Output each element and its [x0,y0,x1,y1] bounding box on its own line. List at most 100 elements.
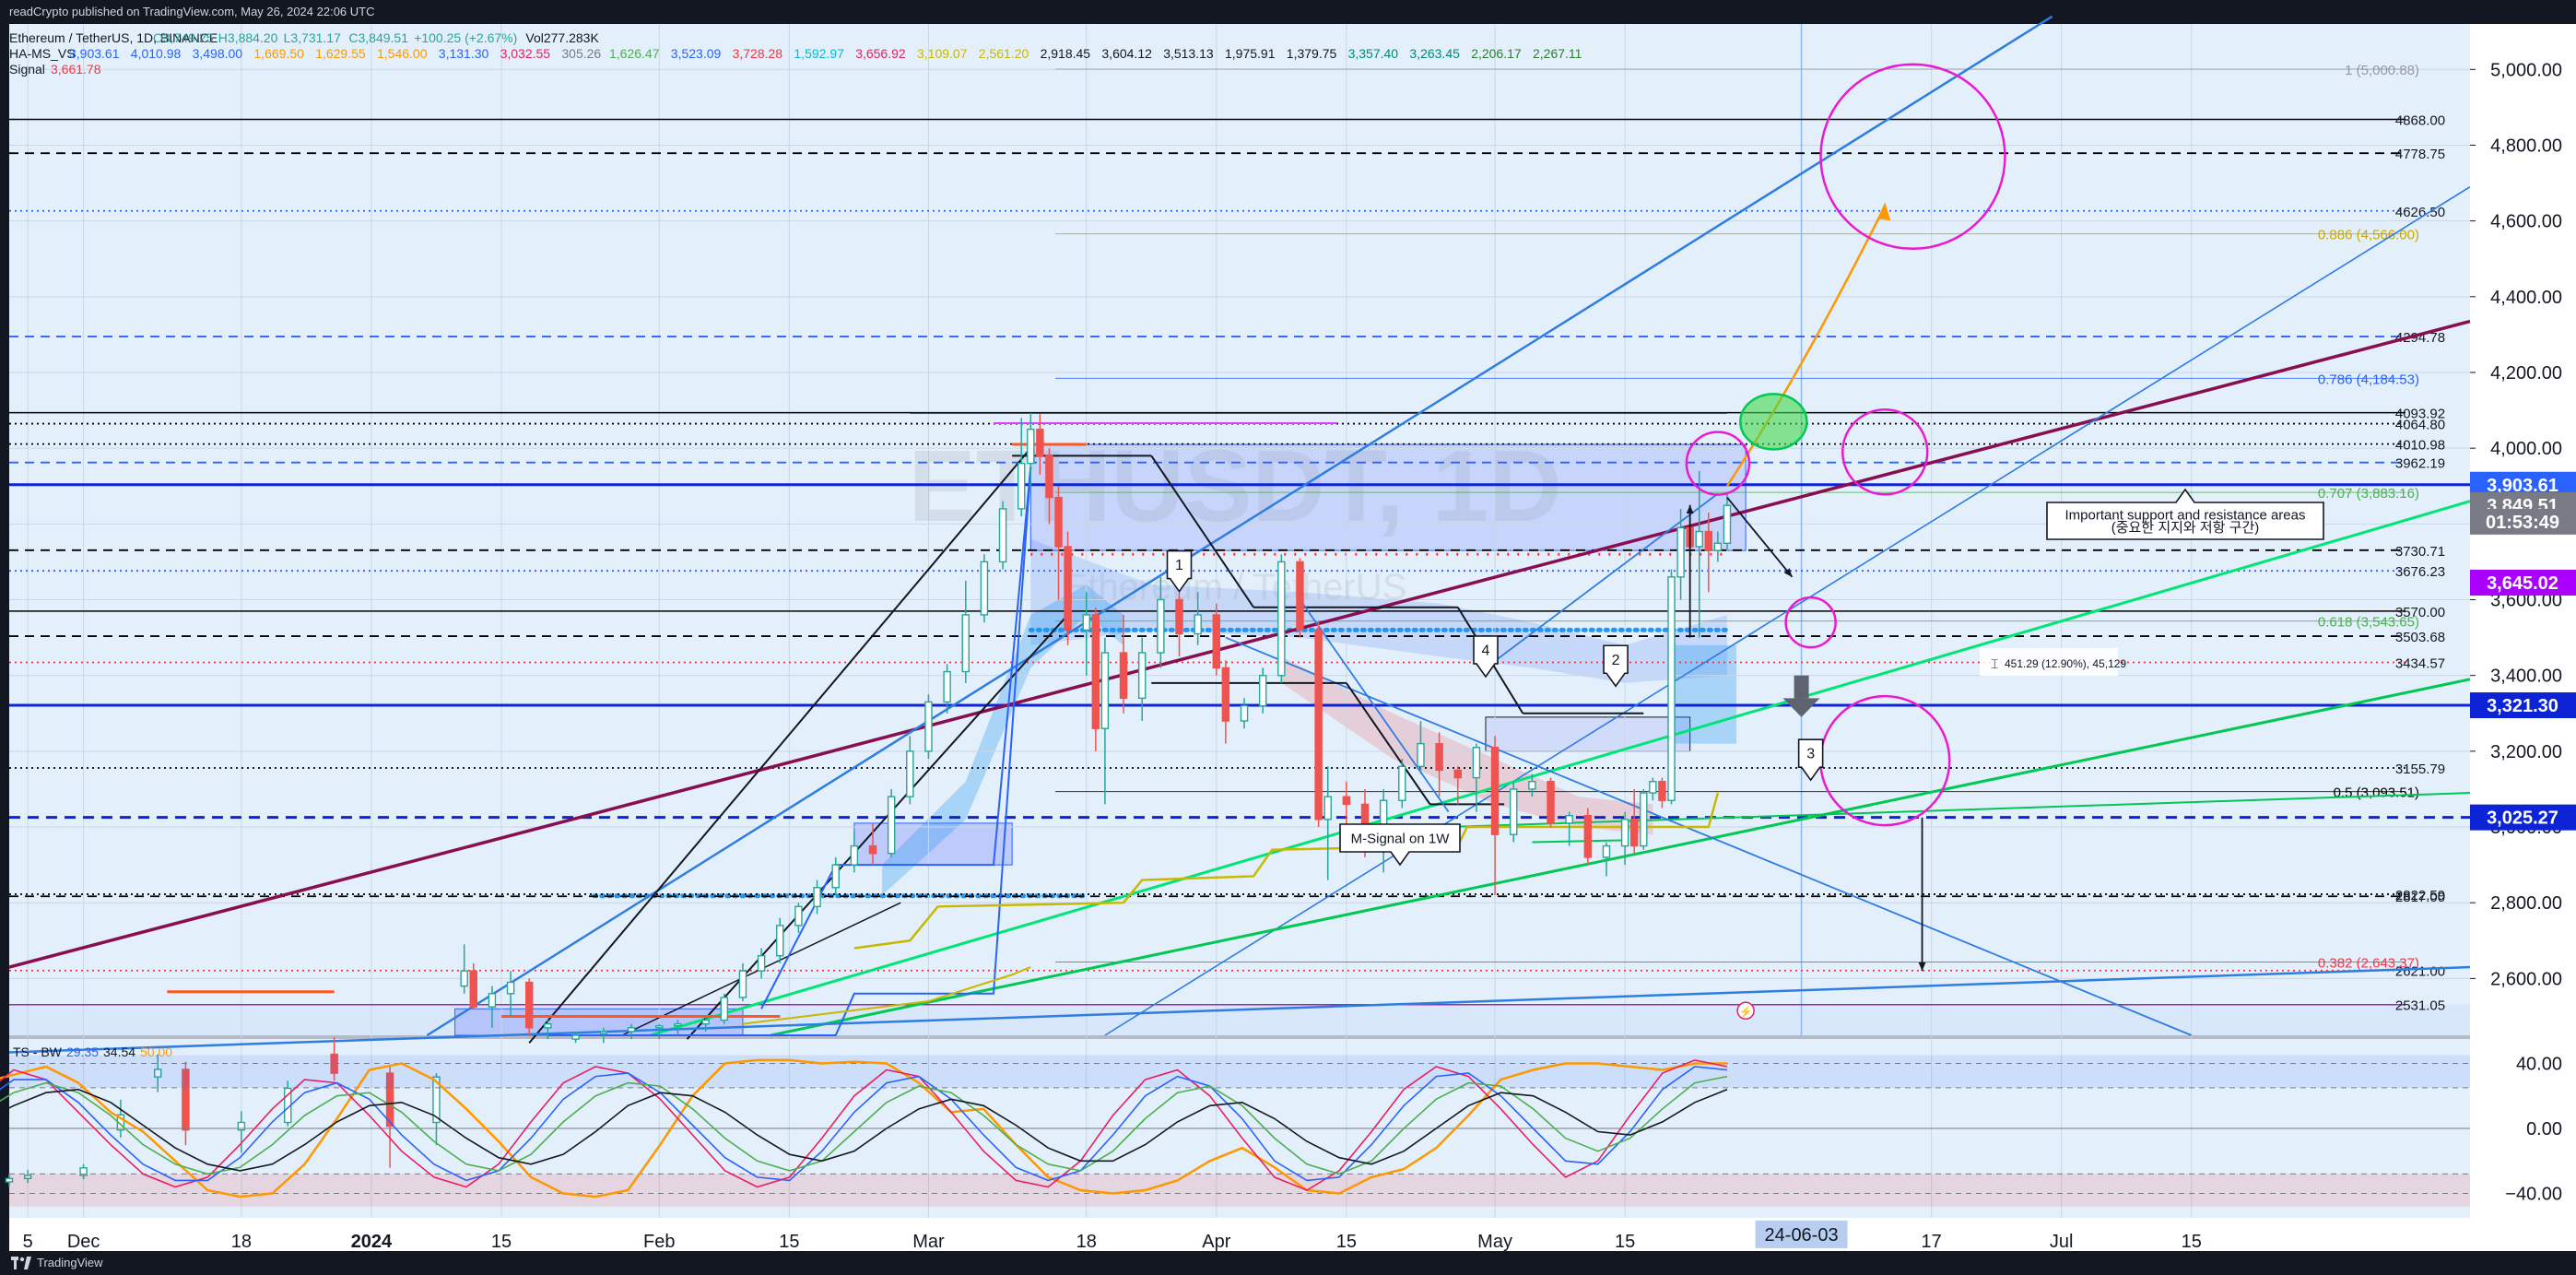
x-tick-label: Feb [643,1232,675,1252]
level-label: 4093.92 [2395,407,2445,422]
level-label: 4778.75 [2395,147,2445,162]
trendline [8,965,2471,1054]
osc-series-line [0,1059,1728,1191]
candle-body [1054,496,1063,548]
candle-body [1713,542,1723,551]
x-tick-label: Mar [912,1232,945,1252]
callout-2-text: 2 [1612,653,1620,668]
osc-lower-band [9,1174,2470,1207]
legend-ha-value: 1,975.91 [1225,46,1276,61]
hma-band [882,584,1124,895]
callout-4-text: 4 [1482,643,1490,659]
trendline [1150,455,1254,608]
legend-ha-value: 3,604.12 [1101,46,1152,61]
candle-body [1277,561,1286,677]
bearish-band [1281,656,1653,835]
watermark-name: Ethereum / TetherUS [1064,567,1407,608]
trendline [686,614,1069,1040]
breakout-circle [1739,393,1808,451]
candle-body [1435,742,1443,772]
x-tick-label: Jul [2050,1232,2074,1252]
price-badge-label: 01:53:49 [2486,513,2559,533]
trendline [1532,839,1626,844]
candle-body [943,670,951,703]
candle-body [924,701,933,752]
legend-o: O3,749.25 [153,30,214,45]
trendline [770,678,2471,1037]
price-badge-label: 3,321.30 [2487,696,2558,716]
candle-body [1583,815,1593,858]
candle-body [1212,614,1221,669]
fib-label: 0.786 (4,184.53) [2318,372,2419,387]
price-badge [2470,804,2576,831]
level-label: 2822.59 [2395,888,2445,903]
x-tick-label: 18 [231,1232,252,1252]
osc-v2: 34.54 [103,1045,135,1059]
legend-ha-value: 1,669.50 [253,46,304,61]
symbol-watermark: ETHUSDT, 1D Ethereum / TetherUS [909,430,1562,608]
legend-vol: Vol277.283K [525,30,599,45]
horizontal-levels: 4868.00 4778.75 4626.50 4294.78 4093.924064.… [9,63,2470,1014]
trendline [1485,492,1719,669]
oscillator: 40.00 0.00 −40.00 [0,1054,2562,1207]
candle-body [1221,667,1230,722]
legend-ha-value: 2,918.45 [1041,46,1091,61]
candle-body [182,1068,190,1131]
y-tick-label: 3,400.00 [2490,667,2562,687]
candle-body [1453,769,1463,779]
candle-body [998,508,1007,563]
support-callout-text: (중요한 지지와 저항 구간) [2111,520,2260,536]
tradingview-logo[interactable]: TradingView [11,1251,103,1275]
candle-body [1137,652,1147,700]
big-arrow-shaft [1794,675,1809,699]
candle-body [1323,796,1332,820]
legend-ha-value: 1,546.00 [377,46,428,61]
projection-path [1725,205,1887,487]
level-label: 4294.78 [2395,330,2445,346]
level-label: 3434.57 [2395,655,2445,671]
price-axis[interactable] [2470,24,2576,1218]
time-axis[interactable] [9,1218,2470,1251]
candle-body [1157,598,1165,654]
x-tick-label: 15 [491,1232,512,1252]
legend-ha-value: 1,626.47 [609,46,660,61]
indicator-bands [9,443,2470,1036]
osc-v1: 29.35 [66,1045,99,1059]
callout-3-text: 3 [1806,747,1815,762]
x-tick-label: 15 [1615,1232,1635,1252]
candle-body [385,1072,394,1127]
box-outline [547,466,1032,1036]
callout-1 [1166,549,1193,593]
osc-series-line [0,1058,1727,1198]
legend-ha-value: 3,513.13 [1163,46,1214,61]
trendline [649,500,2471,1037]
x-tick-label: 17 [1921,1232,1941,1252]
demand-box [853,822,1013,866]
time-axis-labels: 5 Dec 18 2024 15 Feb 15 Mar 18 Apr 15 May 15 17 Jul 15 2… [23,1221,2202,1252]
x-tick-label: 5 [23,1232,33,1252]
candle-body [1064,546,1072,632]
candle-body [674,1022,682,1027]
candle-body [980,561,989,616]
candle-body [1342,796,1351,806]
y-tick-label: 4,600.00 [2490,212,2562,232]
candle-body [432,1076,441,1124]
candle-body [850,844,859,866]
pane-separator [9,1035,2470,1039]
x-tick-label: Apr [1202,1232,1230,1252]
x-highlight-label: 24-06-03 [1765,1225,1839,1245]
candle-body [1629,819,1639,847]
arrow-down-head [1783,568,1793,577]
osc-v3: 50.00 [140,1045,172,1059]
footer-bar: TradingView [0,1251,2576,1275]
level-label: 3962.19 [2395,456,2445,472]
box-outline [760,466,1032,1009]
target-circle [1819,63,2006,251]
candle-body [5,1177,14,1183]
x-tick-label: Dec [67,1232,100,1252]
candle-body [627,1027,636,1033]
x-tick-label: 15 [1336,1232,1357,1252]
legend-ha-value: 1,379.75 [1287,46,1337,61]
legend-h: H3,884.20 [218,30,278,45]
